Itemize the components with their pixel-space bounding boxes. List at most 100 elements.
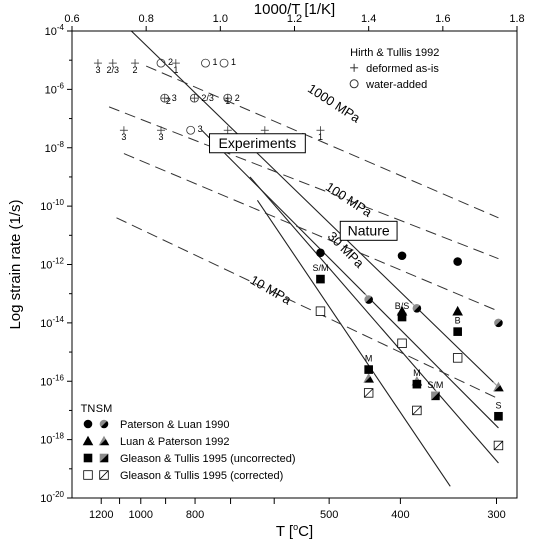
data-point <box>363 388 374 398</box>
hirth-point-label: 2 <box>166 96 171 106</box>
hirth-point: 2/3 <box>107 59 120 75</box>
bottom-tick-label: 300 <box>487 509 505 521</box>
top-tick-label: 1.6 <box>435 13 450 25</box>
hirth-point-label: 2 <box>235 93 240 103</box>
marker-shape <box>83 470 93 480</box>
circle <box>201 58 210 68</box>
hirth-point-label: 1 <box>318 132 323 142</box>
axes: 0.6 0.8 1.0 1.2 1.4 1.6 1.8 1200 1000 800 500 400 30… <box>40 13 524 521</box>
data-point <box>363 373 374 384</box>
hirth-point: 3 <box>157 126 165 142</box>
marker-slash <box>99 470 109 480</box>
marker-shape <box>397 251 407 261</box>
marker-shape <box>397 312 407 322</box>
hirth-point-label: 2 <box>168 57 173 67</box>
circle <box>189 93 199 103</box>
data-point <box>316 274 325 284</box>
data-point <box>411 302 423 314</box>
hirth-point-label: 1 <box>231 57 236 67</box>
legend-circle <box>349 79 359 89</box>
data-point <box>493 381 504 393</box>
data-point <box>493 440 504 451</box>
legend-marker-sm <box>99 470 109 480</box>
legend-entry: Paterson & Luan 1990 <box>120 419 229 431</box>
data-point <box>397 338 407 349</box>
y-axis-title: Log strain rate (1/s) <box>7 199 24 329</box>
marker-half <box>493 317 504 329</box>
marker-shape <box>431 391 440 401</box>
bottom-tick-label: 400 <box>391 509 409 521</box>
circle <box>186 125 196 135</box>
hirth-point: 1 <box>219 57 236 68</box>
stress-line-dashed <box>116 217 499 400</box>
data-point-label: B/S <box>395 301 410 311</box>
y-tick-label: 10-10 <box>40 198 64 213</box>
y-tick-label: 10-18 <box>40 432 64 447</box>
experiments-label: Experiments <box>219 135 297 151</box>
hirth-point-label: 1 <box>173 65 178 75</box>
hirth-tullis-legend: Hirth & Tullis 1992 deformed as-is water-a… <box>349 47 439 91</box>
hirth-point: 1 <box>316 126 325 142</box>
hirth-point-label: 3 <box>198 124 203 134</box>
hirth-point: 1 <box>225 96 230 106</box>
legend-marker-sm <box>98 435 110 447</box>
legend-marker-tn <box>83 453 93 463</box>
marker-shape <box>452 305 463 316</box>
data-point-label: M <box>413 368 421 378</box>
hirth-point: 2 <box>131 59 140 75</box>
data-point <box>452 305 463 316</box>
data-point <box>453 327 462 336</box>
legend-marker-tn <box>82 435 94 446</box>
hirth-legend-item: deformed as-is <box>366 63 439 75</box>
stress-lines <box>108 31 499 487</box>
top-tick-label: 1.2 <box>287 13 302 25</box>
marker-half <box>363 373 374 384</box>
hirth-point: 1 <box>171 59 180 75</box>
legend-marker-sm <box>98 452 110 464</box>
data-point-label: S/M <box>312 263 328 273</box>
y-tick-label: 10-16 <box>40 373 64 388</box>
marker-half <box>98 418 110 430</box>
data-point-label: M <box>365 354 373 364</box>
circle <box>156 58 166 68</box>
bottom-tick-label: 800 <box>186 509 204 521</box>
experiments-label-box <box>209 133 306 154</box>
circle <box>219 58 229 68</box>
data-point <box>315 306 326 316</box>
marker-slash <box>493 440 504 451</box>
top-axis-title: 1000/T [1/K] <box>254 1 335 18</box>
y-tick-label: 10-14 <box>40 315 64 330</box>
data-point <box>452 353 463 363</box>
hirth-point-label: 2/3 <box>107 65 120 75</box>
hirth-point-label: 2/3 <box>201 93 214 103</box>
data-point <box>412 379 422 389</box>
marker-shape <box>315 306 326 316</box>
bottom-axis-title: T [oC] <box>276 522 313 540</box>
hirth-point: 3 <box>119 126 128 142</box>
stress-line-dashed <box>123 153 499 312</box>
marker-slash <box>412 405 422 416</box>
legend-entry: Luan & Paterson 1992 <box>120 436 229 448</box>
y-tick-label: 10-4 <box>45 23 65 38</box>
data-point <box>453 257 462 266</box>
hirth-legend-item: water-added <box>365 79 427 91</box>
top-tick-label: 1.4 <box>361 13 376 25</box>
data-point <box>397 251 407 261</box>
bottom-tick-label: 1000 <box>129 509 153 521</box>
bottom-tick-label: 500 <box>320 509 338 521</box>
y-tick-label: 10-20 <box>40 490 64 505</box>
legend-marker-sm <box>98 418 110 430</box>
hirth-point-label: 3 <box>95 65 100 75</box>
stress-label: 100 MPa <box>323 179 375 220</box>
marker-shape <box>412 379 422 389</box>
hirth-legend-title: Hirth & Tullis 1992 <box>350 47 439 59</box>
data-point <box>412 405 422 416</box>
hirth-point: 3 <box>93 59 102 75</box>
data-point-label: B <box>455 316 461 326</box>
circle <box>223 93 233 103</box>
marker-shape <box>82 435 94 446</box>
data-point-label: S <box>495 400 501 410</box>
stress-line-solid <box>256 199 451 487</box>
